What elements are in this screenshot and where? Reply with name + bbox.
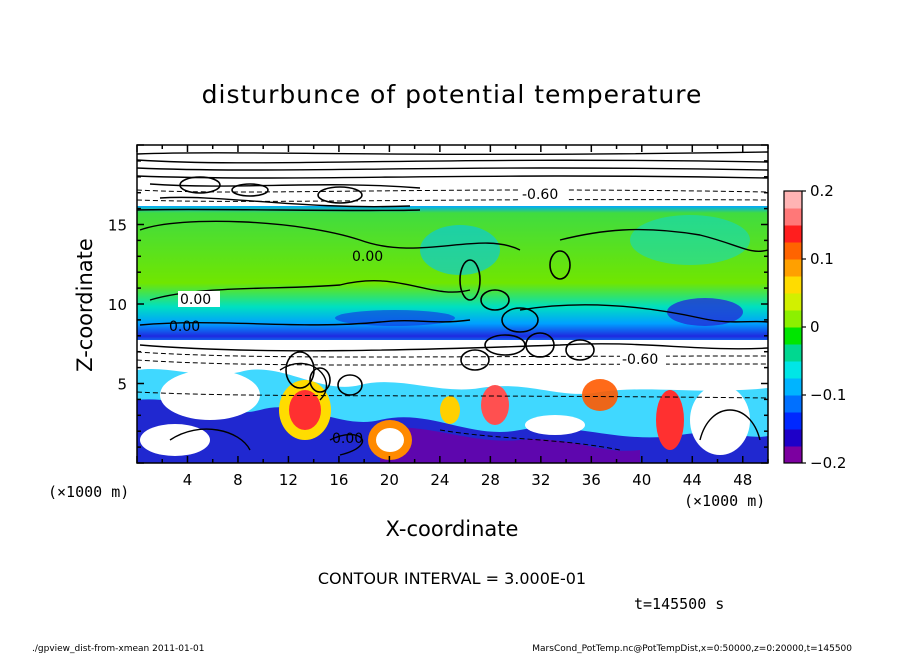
y-tick-label: 15 (108, 217, 127, 235)
cyan-patch (630, 215, 750, 265)
contour-lines-dashed (137, 189, 768, 451)
colorbar-segment (784, 225, 802, 243)
colorbar-ticks: 0.2 0.1 0 −0.1 −0.2 (802, 182, 846, 472)
lower-purple (380, 427, 640, 463)
colorbar-segment (784, 378, 802, 396)
colorbar-segment (784, 242, 802, 260)
colorbar-segment (784, 259, 802, 277)
warm-patch (289, 390, 321, 430)
contour-label: -0.60 (522, 187, 558, 203)
footer-right: MarsCond_PotTemp.nc@PotTempDist,x=0:5000… (532, 644, 852, 654)
time-label: t=145500 s (634, 595, 724, 613)
colorbar-segment (784, 276, 802, 294)
colorbar-segment (784, 344, 802, 362)
contour-label: 0.00 (352, 249, 383, 265)
colorbar-segment (784, 327, 802, 345)
contour-clusters (179, 176, 595, 396)
y-unit-label: (×1000 m) (684, 492, 765, 510)
contour-label: 0.00 (332, 431, 363, 447)
x-tick-label: 44 (683, 471, 702, 489)
warm-patch (481, 385, 509, 425)
colorbar-segment (784, 429, 802, 447)
x-axis: 4 8 12 16 20 24 28 32 36 40 44 48 (136, 145, 769, 489)
colorbar-segment (784, 412, 802, 430)
colorbar-segment (784, 310, 802, 328)
contour-label: 0.00 (180, 292, 211, 308)
contour-interval: CONTOUR INTERVAL = 3.000E-01 (318, 569, 586, 588)
y-axis-label: Z-coordinate (73, 238, 97, 372)
warm-patch (440, 396, 460, 424)
contour-labels: -0.60 0.00 0.00 0.00 -0.60 0.00 (169, 186, 666, 447)
colorbar-segment (784, 446, 802, 464)
colorbar-segment (784, 191, 802, 209)
plot-area (137, 145, 768, 463)
x-tick-label: 40 (632, 471, 651, 489)
x-tick-label: 16 (329, 471, 348, 489)
warm-patch (525, 415, 585, 435)
colorbar-segment (784, 361, 802, 379)
contour-label: 0.00 (169, 319, 200, 335)
y-tick-label: 5 (117, 376, 127, 394)
footer-left: ./gpview_dist-from-xmean 2011-01-01 (32, 644, 204, 654)
x-tick-label: 8 (233, 471, 243, 489)
x-tick-label: 20 (380, 471, 399, 489)
x-tick-label: 36 (582, 471, 601, 489)
warm-patch (690, 385, 750, 455)
warm-patch (376, 428, 404, 452)
x-unit-label: (×1000 m) (48, 483, 129, 501)
warm-patch (582, 379, 618, 411)
x-tick-label: 28 (481, 471, 500, 489)
colorbar-segment (784, 395, 802, 413)
colorbar (783, 190, 803, 464)
contour-label: -0.60 (622, 352, 658, 368)
x-tick-label: 32 (531, 471, 550, 489)
colorbar-tick-label: −0.2 (810, 454, 846, 472)
x-tick-label: 24 (430, 471, 449, 489)
colorbar-segment (784, 293, 802, 311)
x-tick-label: 12 (279, 471, 298, 489)
blue-patch (667, 298, 743, 326)
warm-patch (160, 370, 260, 420)
y-axis: 5 10 15 (108, 144, 768, 464)
colorbar-tick-label: −0.1 (810, 386, 846, 404)
warm-patch (140, 424, 210, 456)
colorbar-tick-label: 0.2 (810, 182, 834, 200)
colorbar-segment (784, 208, 802, 226)
x-tick-label: 48 (733, 471, 752, 489)
colorbar-tick-label: 0 (810, 318, 820, 336)
x-axis-label: X-coordinate (386, 517, 519, 541)
chart-title: disturbunce of potential temperature (202, 80, 703, 109)
cyan-patch (420, 225, 500, 275)
colorbar-tick-label: 0.1 (810, 250, 834, 268)
y-tick-label: 10 (108, 296, 127, 314)
contour-lines (137, 151, 768, 456)
warm-patch (656, 390, 684, 450)
x-tick-label: 4 (183, 471, 193, 489)
